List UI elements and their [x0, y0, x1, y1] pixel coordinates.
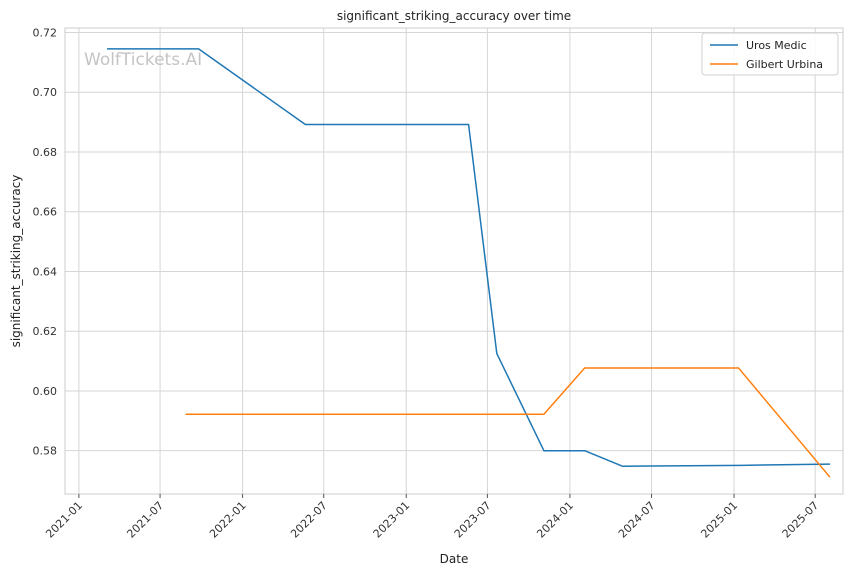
legend-label: Gilbert Urbina	[746, 58, 823, 71]
y-tick-label: 0.66	[33, 206, 58, 219]
y-tick-label: 0.60	[33, 385, 58, 398]
x-tick-label: 2023-07	[452, 499, 494, 541]
legend-label: Uros Medic	[746, 39, 807, 52]
plot-area	[64, 27, 844, 495]
x-tick-label: 2021-01	[43, 499, 85, 541]
chart-title: significant_striking_accuracy over time	[337, 9, 571, 23]
grid-lines	[65, 28, 843, 494]
x-tick-label: 2025-01	[698, 499, 740, 541]
y-tick-label: 0.64	[33, 265, 58, 278]
y-tick-label: 0.70	[33, 86, 58, 99]
y-tick-labels: 0.58 0.60 0.62 0.64 0.66 0.68 0.70 0.72	[33, 26, 58, 457]
x-tick-label: 2024-01	[534, 499, 576, 541]
series-line-1	[106, 48, 831, 467]
y-tick-label: 0.72	[33, 26, 58, 39]
x-tick-label: 2023-01	[371, 499, 413, 541]
y-tick-label: 0.58	[33, 445, 58, 458]
x-axis-title: Date	[440, 552, 469, 566]
x-tick-label: 2021-07	[124, 499, 166, 541]
y-tick-label: 0.62	[33, 325, 58, 338]
x-tick-labels: 2021-01 2021-07 2022-01 2022-07 2023-01 2023-…	[43, 494, 821, 541]
x-tick-label: 2024-07	[616, 499, 658, 541]
watermark-text: WolfTickets.AI	[84, 50, 202, 70]
x-tick-label: 2022-01	[207, 499, 249, 541]
y-tick-label: 0.68	[33, 146, 58, 159]
series-line-2	[185, 367, 831, 478]
y-axis-title: significant_striking_accuracy	[9, 175, 23, 348]
x-tick-label: 2022-07	[288, 499, 330, 541]
legend: Uros Medic Gilbert Urbina	[701, 32, 839, 76]
series-lines	[106, 48, 831, 478]
x-tick-label: 2025-07	[780, 499, 822, 541]
